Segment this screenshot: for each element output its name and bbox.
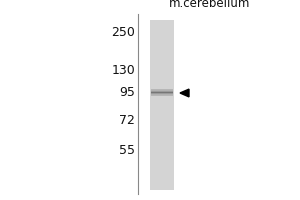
Text: 55: 55: [119, 144, 135, 158]
Bar: [151, 90, 173, 91]
Bar: [151, 89, 173, 90]
Bar: [151, 92, 173, 93]
Bar: [151, 93, 173, 94]
Text: m.cerebellum: m.cerebellum: [169, 0, 251, 10]
Bar: [151, 94, 173, 95]
Text: 95: 95: [119, 86, 135, 99]
Polygon shape: [180, 89, 189, 97]
Text: 250: 250: [111, 25, 135, 38]
Text: 72: 72: [119, 114, 135, 127]
Text: 130: 130: [111, 64, 135, 76]
Bar: [151, 95, 173, 96]
Bar: [151, 91, 173, 92]
Bar: [150, 20, 174, 190]
